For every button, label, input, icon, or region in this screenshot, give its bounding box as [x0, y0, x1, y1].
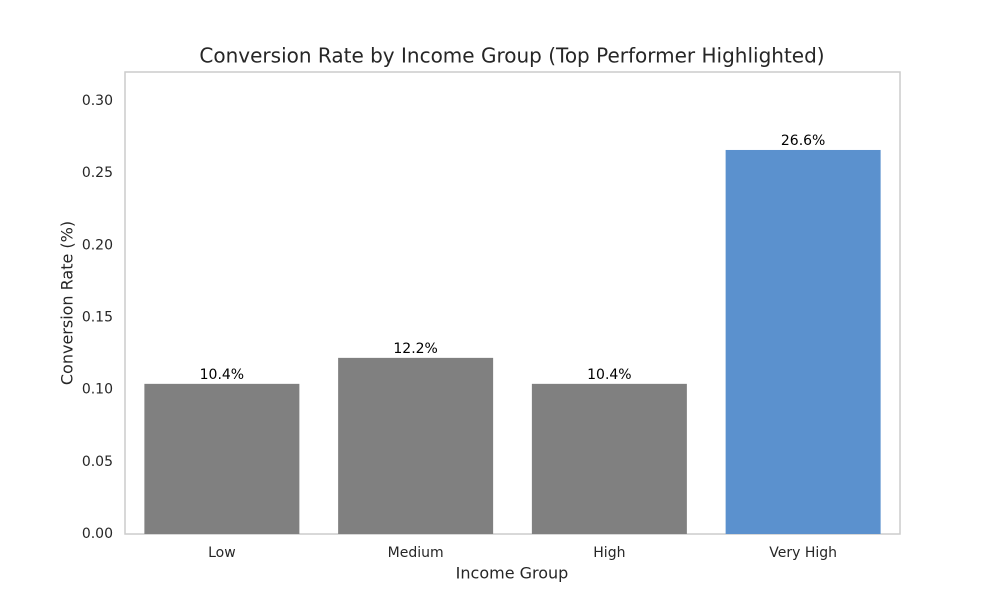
value-label: 10.4% — [200, 367, 244, 383]
value-label: 10.4% — [587, 367, 631, 383]
x-tick-label: High — [593, 545, 625, 561]
y-axis-label: Conversion Rate (%) — [58, 221, 77, 385]
y-tick-label: 0.30 — [82, 93, 113, 109]
bar — [725, 149, 881, 534]
value-label: 26.6% — [781, 133, 825, 149]
y-tick-label: 0.15 — [82, 309, 113, 325]
bar — [144, 383, 300, 534]
y-tick-label: 0.25 — [82, 165, 113, 181]
y-tick-label: 0.05 — [82, 454, 113, 470]
x-tick-label: Low — [208, 545, 236, 561]
y-tick-label: 0.00 — [82, 526, 113, 542]
y-tick-label: 0.20 — [82, 237, 113, 253]
value-label: 12.2% — [393, 341, 437, 357]
bar — [531, 383, 687, 534]
x-axis-label: Income Group — [456, 564, 569, 583]
y-tick-label: 0.10 — [82, 382, 113, 398]
x-tick-label: Very High — [769, 545, 837, 561]
bar — [338, 357, 494, 534]
x-tick-label: Medium — [388, 545, 444, 561]
chart-title: Conversion Rate by Income Group (Top Per… — [199, 44, 824, 68]
plot-frame — [124, 71, 901, 535]
